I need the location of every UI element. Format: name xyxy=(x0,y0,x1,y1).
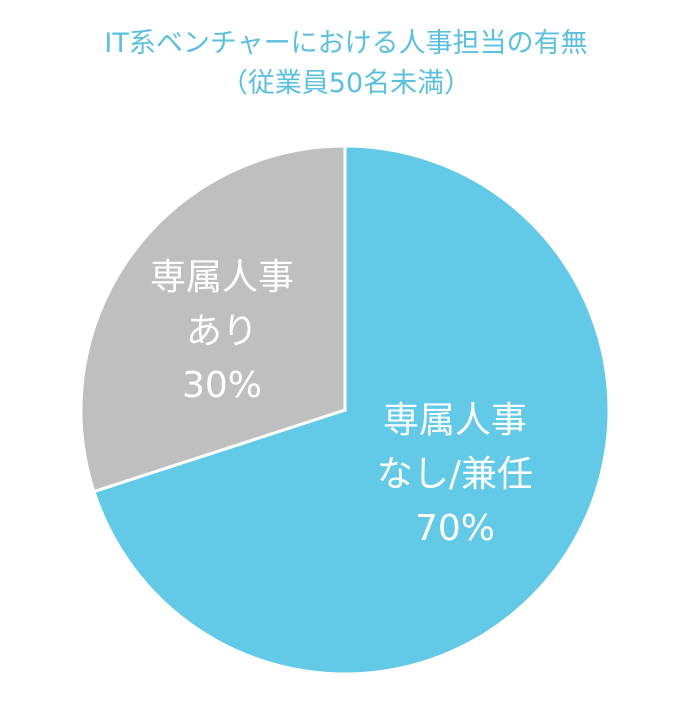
slice-label-1: 専属人事あり 30% xyxy=(150,257,294,406)
slice-label-1-line-0: 専属人事 xyxy=(150,257,294,298)
slice-label-1-line-1: あり xyxy=(186,311,258,352)
pie-slice-1 xyxy=(79,144,347,494)
slice-label-0-line-0: 専属人事 xyxy=(383,400,527,441)
slice-label-0: 専属人事なし/兼任 70% xyxy=(377,400,533,549)
slice-label-1-line-2: 30% xyxy=(182,365,262,406)
chart-title: IT系ベンチャーにおける人事担当の有無 xyxy=(104,28,588,59)
slice-label-0-line-2: 70% xyxy=(415,508,495,549)
chart-subtitle: （従業員50名未満） xyxy=(220,68,472,99)
pie-slice-0 xyxy=(92,144,611,676)
slice-label-0-line-1: なし/兼任 xyxy=(377,454,533,495)
